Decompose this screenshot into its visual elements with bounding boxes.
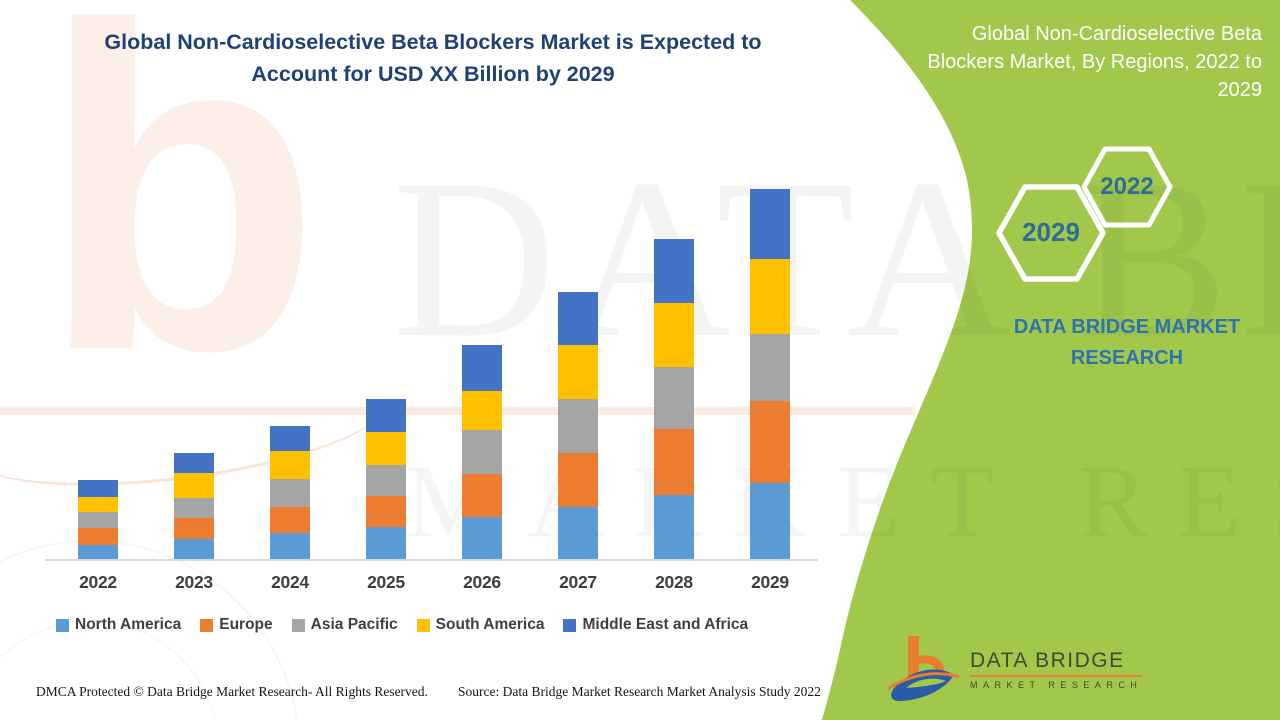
bar-segment-2026-middle-east-and-africa xyxy=(462,345,502,391)
watermark-data-bridge-text: DATA BRID xyxy=(392,133,1280,385)
bar-segment-2025-south-america xyxy=(366,432,406,465)
bar-segment-2027-north-america xyxy=(558,507,598,559)
logo-mark-icon xyxy=(887,636,960,702)
legend-item-middle-east-and-africa: Middle East and Africa xyxy=(563,616,748,634)
bar-segment-2027-asia-pacific xyxy=(558,399,598,453)
chart-legend: North America Europe Asia Pacific South Ame… xyxy=(56,616,748,634)
chart-title: Global Non-Cardioselective Beta Blockers… xyxy=(104,30,762,87)
bar-segment-2029-north-america xyxy=(750,483,790,559)
bar-segment-2022-asia-pacific xyxy=(78,512,118,528)
bar-segment-2022-north-america xyxy=(78,545,118,559)
x-axis-label-2028: 2028 xyxy=(655,572,693,592)
bar-segment-2025-north-america xyxy=(366,527,406,559)
bar-segment-2026-europe xyxy=(462,474,502,517)
dmca-notice: DMCA Protected © Data Bridge Market Rese… xyxy=(36,684,428,699)
company-logo: DATA BRIDGE MARKET RESEARCH xyxy=(886,634,1143,704)
bar-segment-2024-asia-pacific xyxy=(270,479,310,507)
bar-segment-2023-europe xyxy=(174,518,214,539)
bar-segment-2028-europe xyxy=(654,429,694,495)
bar-segment-2029-asia-pacific xyxy=(750,334,790,401)
bar-segment-2022-south-america xyxy=(78,497,118,512)
side-panel-title: Global Non-Cardioselective Beta Blockers… xyxy=(927,23,1262,101)
legend-swatch-icon xyxy=(563,618,577,632)
legend-swatch-icon xyxy=(416,618,430,632)
hexagon-2022 xyxy=(1081,146,1173,228)
legend-label: Europe xyxy=(219,616,273,633)
bar-segment-2025-asia-pacific xyxy=(366,465,406,496)
bar-segment-2022-europe xyxy=(78,528,118,545)
x-axis-label-2026: 2026 xyxy=(463,572,501,592)
logo-line1: DATA BRIDGE xyxy=(970,649,1143,677)
x-axis-label-2023: 2023 xyxy=(175,572,213,592)
hexagon-year-2022: 2022 xyxy=(1100,173,1154,200)
bar-segment-2023-north-america xyxy=(174,539,214,559)
bar-segment-2023-south-america xyxy=(174,473,214,498)
x-axis-label-2024: 2024 xyxy=(271,572,309,592)
watermark-pink-band xyxy=(0,407,915,415)
bar-segment-2028-south-america xyxy=(654,303,694,367)
bar-segment-2026-north-america xyxy=(462,517,502,559)
legend-label: North America xyxy=(75,616,182,633)
bar-segment-2025-europe xyxy=(366,496,406,527)
legend-label: Middle East and Africa xyxy=(582,616,749,633)
legend-label: Asia Pacific xyxy=(310,616,398,633)
legend-swatch-icon xyxy=(56,618,69,632)
bar-segment-2022-middle-east-and-africa xyxy=(78,480,118,497)
x-axis-label-2022: 2022 xyxy=(79,572,117,592)
bar-segment-2024-middle-east-and-africa xyxy=(270,426,310,451)
hexagon-year-2029: 2029 xyxy=(1022,217,1080,247)
x-axis-line xyxy=(45,559,818,561)
bar-segment-2027-middle-east-and-africa xyxy=(558,292,598,345)
legend-item-north-america: North America xyxy=(56,616,181,634)
source-note: Source: Data Bridge Market Research Mark… xyxy=(458,684,821,699)
legend-label: South America xyxy=(435,616,545,633)
bar-segment-2028-asia-pacific xyxy=(654,367,694,429)
bar-segment-2024-europe xyxy=(270,507,310,533)
watermark-market-research-text: MARKET RESEARCH xyxy=(405,444,1280,559)
hexagon-decorations xyxy=(996,146,1173,282)
bar-segment-2023-asia-pacific xyxy=(174,498,214,518)
legend-item-asia-pacific: Asia Pacific xyxy=(291,616,398,634)
bar-segment-2026-south-america xyxy=(462,391,502,430)
bar-segment-2027-europe xyxy=(558,453,598,507)
x-axis-label-2029: 2029 xyxy=(751,572,789,592)
bar-segment-2029-europe xyxy=(750,401,790,483)
bar-segment-2025-middle-east-and-africa xyxy=(366,399,406,432)
bar-segment-2029-middle-east-and-africa xyxy=(750,189,790,259)
watermark-b-letter: b xyxy=(40,0,321,446)
bar-segment-2029-south-america xyxy=(750,259,790,334)
x-axis-label-2027: 2027 xyxy=(559,572,597,592)
bar-segment-2028-middle-east-and-africa xyxy=(654,239,694,303)
legend-swatch-icon xyxy=(200,618,214,632)
legend-swatch-icon xyxy=(291,618,305,632)
bar-segment-2028-north-america xyxy=(654,495,694,559)
bar-segment-2027-south-america xyxy=(558,345,598,399)
brand-wordmark: DATA BRIDGE MARKET RESEARCH xyxy=(1013,316,1241,369)
bar-segment-2024-north-america xyxy=(270,533,310,559)
legend-item-south-america: South America xyxy=(416,616,545,634)
bar-segment-2026-asia-pacific xyxy=(462,430,502,474)
bar-segment-2023-middle-east-and-africa xyxy=(174,453,214,473)
logo-line2: MARKET RESEARCH xyxy=(970,679,1143,690)
legend-item-europe: Europe xyxy=(200,616,273,634)
bar-segment-2024-south-america xyxy=(270,451,310,479)
hexagon-2029 xyxy=(996,184,1106,282)
x-axis-label-2025: 2025 xyxy=(367,572,405,592)
